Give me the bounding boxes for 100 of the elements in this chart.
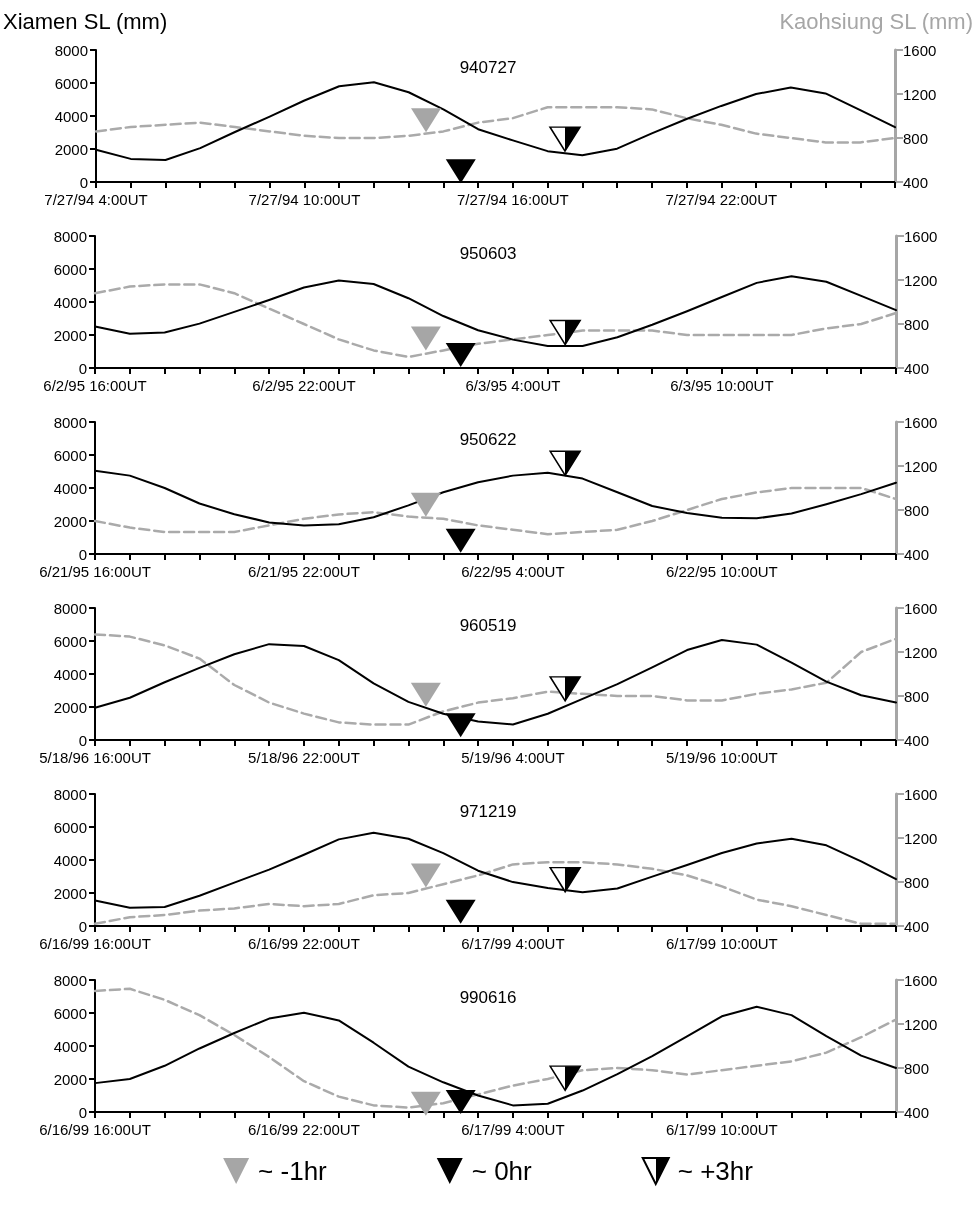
y-tick-label: 0: [78, 1103, 87, 1121]
y-tick-label: 8000: [53, 599, 87, 617]
text: 971219: [459, 802, 517, 821]
x-tick-label: 7/27/94 16:00UT: [456, 191, 569, 208]
y2-tick-label: 800: [904, 1059, 930, 1077]
point: [410, 492, 441, 517]
y2-tick-label: 1200: [904, 271, 938, 289]
y-tick-label: 6000: [53, 260, 87, 278]
y-tick-label: 2000: [53, 1070, 87, 1088]
y2-tick-label: 1600: [904, 413, 938, 431]
x-tick-label: 6/17/99 4:00UT: [461, 935, 565, 952]
y-tick-label: 0: [78, 359, 87, 377]
x-tick-label: 7/27/94 22:00UT: [665, 191, 778, 208]
x-tick-label: 6/3/95 10:00UT: [670, 377, 774, 394]
y2-tick-label: 1200: [903, 85, 937, 103]
y-tick-label: 8000: [53, 227, 87, 245]
point: [549, 1065, 581, 1091]
x-tick-label: 6/16/99 16:00UT: [39, 935, 151, 952]
y-tick-label: 4000: [53, 851, 87, 869]
point: [445, 713, 476, 738]
y-tick-label: 4000: [54, 107, 88, 125]
y2-tick-label: 1600: [904, 227, 938, 245]
y2-tick-label: 400: [903, 173, 929, 191]
x-tick-label: 6/21/95 22:00UT: [248, 563, 360, 580]
point: [549, 126, 581, 152]
x-tick-label: 6/22/95 10:00UT: [665, 563, 778, 580]
y2-tick-label: 1200: [904, 1015, 938, 1033]
y-tick-label: 6000: [53, 1004, 87, 1022]
point: [549, 450, 581, 476]
x-tick-label: 5/18/96 22:00UT: [248, 749, 360, 766]
y2-tick-label: 400: [904, 917, 930, 935]
y2-tick-label: 1600: [904, 785, 938, 803]
x-tick-label: 7/27/94 4:00UT: [44, 191, 148, 208]
x-tick-label: 6/2/95 16:00UT: [43, 377, 147, 394]
x-tick-label: 6/2/95 22:00UT: [252, 377, 356, 394]
legend-label: ~ 0hr: [471, 1156, 533, 1186]
y2-tick-label: 400: [904, 359, 930, 377]
x-tick-label: 5/19/96 4:00UT: [461, 749, 565, 766]
point: [410, 326, 441, 351]
y-tick-label: 2000: [54, 140, 88, 158]
point: [445, 1090, 476, 1115]
y2-tick-label: 1600: [904, 971, 938, 989]
y-tick-label: 8000: [53, 785, 87, 803]
x-tick-label: 6/16/99 16:00UT: [39, 1121, 151, 1138]
y-tick-label: 8000: [54, 41, 88, 59]
y-tick-label: 2000: [53, 512, 87, 530]
y2-tick-label: 1200: [904, 643, 938, 661]
x-tick-label: 6/17/99 10:00UT: [665, 935, 778, 952]
y-tick-label: 2000: [53, 326, 87, 344]
x-tick-label: 6/17/99 10:00UT: [665, 1121, 778, 1138]
y-tick-label: 4000: [53, 293, 87, 311]
x-tick-label: 6/21/95 16:00UT: [39, 563, 151, 580]
y2-tick-label: 400: [904, 1103, 930, 1121]
y2-tick-label: 400: [904, 545, 930, 563]
y-tick-label: 4000: [53, 665, 87, 683]
point: [549, 676, 581, 702]
y-tick-label: 6000: [53, 632, 87, 650]
y-tick-label: 4000: [53, 479, 87, 497]
y-tick-label: 2000: [53, 698, 87, 716]
y-tick-label: 2000: [53, 884, 87, 902]
x-tick-label: 6/22/95 4:00UT: [461, 563, 565, 580]
text: 940727: [459, 58, 517, 77]
y-tick-label: 6000: [53, 446, 87, 464]
y2-tick-label: 800: [904, 501, 930, 519]
y2-tick-label: 800: [904, 687, 930, 705]
legend-label: ~ -1hr: [258, 1156, 328, 1186]
y-tick-label: 4000: [53, 1037, 87, 1055]
y-tick-label: 0: [79, 173, 88, 191]
y-tick-label: 0: [78, 917, 87, 935]
point: [410, 682, 441, 707]
text: 990616: [459, 988, 517, 1007]
y-tick-label: 6000: [53, 818, 87, 836]
point: [549, 319, 581, 346]
y2-tick-label: 1200: [904, 829, 938, 847]
point: [410, 863, 441, 888]
point: [445, 899, 476, 924]
y2-tick-label: 1200: [904, 457, 938, 475]
x-tick-label: 6/17/99 4:00UT: [461, 1121, 565, 1138]
point: [445, 342, 476, 367]
y2-tick-label: 800: [903, 129, 929, 147]
text: 950603: [459, 244, 517, 263]
text: 960519: [459, 616, 517, 635]
y-axis-title: Xiamen SL (mm): [3, 8, 168, 34]
y-tick-label: 0: [78, 545, 87, 563]
y-tick-label: 8000: [53, 971, 87, 989]
y-tick-label: 6000: [54, 74, 88, 92]
text: 950622: [459, 430, 517, 449]
y2-tick-label: 400: [904, 731, 930, 749]
x-tick-label: 5/19/96 10:00UT: [665, 749, 778, 766]
point: [445, 528, 476, 553]
y2-tick-label: 1600: [903, 41, 937, 59]
x-tick-label: 5/18/96 16:00UT: [39, 749, 151, 766]
x-tick-label: 7/27/94 10:00UT: [248, 191, 361, 208]
legend-label: ~ +3hr: [677, 1156, 754, 1186]
y-tick-label: 8000: [53, 413, 87, 431]
y2-tick-label: 1600: [904, 599, 938, 617]
point: [411, 108, 442, 133]
point: [549, 866, 581, 893]
y2-tick-label: 800: [904, 873, 930, 891]
x-tick-label: 6/16/99 22:00UT: [248, 1121, 360, 1138]
